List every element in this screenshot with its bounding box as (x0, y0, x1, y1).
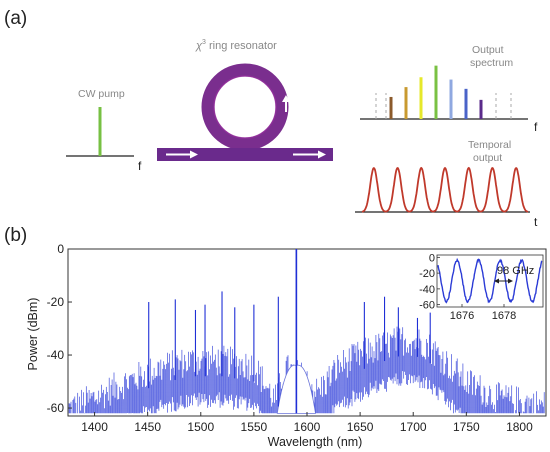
panel-b-label: (b) (4, 225, 27, 246)
ring-label-chi: χ (195, 40, 203, 52)
output-spectrum-label-line1: Output (472, 44, 504, 56)
pump-axis-label: f (138, 159, 142, 173)
x-tick-label: 1600 (294, 420, 321, 434)
temporal-output-label-line1: Temporal (468, 139, 511, 151)
panel-a: (a) CW pump f χ3 ring resonator Output (4, 8, 538, 229)
ring-resonator (201, 63, 289, 151)
ring-resonator-diagram: χ3 ring resonator (157, 39, 333, 161)
inset-y-tick-label: -40 (419, 284, 435, 296)
inset-x-ticks: 1676 1678 (450, 304, 516, 322)
cw-pump-diagram: CW pump f (66, 88, 142, 173)
y-axis-label: Power (dBm) (26, 298, 40, 371)
panel-a-label: (a) (4, 8, 27, 29)
x-axis-label: Wavelength (nm) (268, 435, 363, 449)
inset-fsr-arrow-head-right (508, 278, 513, 284)
x-tick-label: 1650 (347, 420, 374, 434)
temporal-output-diagram: Temporal output t (355, 139, 538, 229)
spectrum-axis-label: f (534, 120, 538, 134)
output-spectrum-diagram: Output spectrum f (360, 44, 538, 134)
inset-y-tick-label: 0 (429, 252, 435, 264)
cw-pump-label: CW pump (78, 88, 125, 100)
x-tick-label: 1800 (506, 420, 533, 434)
inset-x-tick-label: 1678 (492, 310, 516, 322)
comb-lines (375, 65, 512, 119)
inset-curve (437, 257, 543, 304)
temporal-output-label-line2: output (473, 152, 502, 164)
y-tick-label: -40 (47, 348, 65, 362)
output-spectrum-label-line2: spectrum (470, 57, 513, 69)
y-axis-ticks: 0 -20 -40 -60 (47, 242, 72, 415)
ring-label-exponent: 3 (202, 39, 206, 46)
y-tick-label: 0 (57, 242, 64, 256)
inset-y-ticks: 0 -20 -40 -60 (419, 252, 440, 312)
main-spectrum (68, 249, 545, 414)
temporal-axis-label: t (534, 215, 538, 229)
bus-waveguide (157, 148, 333, 161)
output-arrow-head (318, 150, 326, 159)
inset-x-tick-label: 1676 (450, 310, 474, 322)
x-tick-label: 1500 (187, 420, 214, 434)
y-tick-label: -60 (47, 401, 65, 415)
ring-direction-arrow-head (282, 95, 290, 102)
inset-fsr-arrow-head-left (494, 278, 499, 284)
inset-y-tick-label: -60 (419, 300, 435, 312)
ring-label-text: ring resonator (206, 40, 277, 52)
inset-plot: 0 -20 -40 -60 1676 1678 98 GHz (419, 252, 544, 322)
x-tick-label: 1700 (400, 420, 427, 434)
pulse-train (361, 166, 529, 213)
x-tick-label: 1550 (241, 420, 268, 434)
inset-y-tick-label: -20 (419, 268, 435, 280)
x-tick-label: 1450 (134, 420, 161, 434)
ring-resonator-label: χ3 ring resonator (195, 39, 277, 52)
inset-annotation: 98 GHz (497, 265, 534, 277)
y-tick-label: -20 (47, 295, 65, 309)
ring-resonator-inner-edge (213, 75, 277, 139)
panel-b: (b) 1400 1450 1500 1550 1600 1650 1700 1750 1800… (4, 225, 547, 449)
x-tick-label: 1750 (453, 420, 480, 434)
input-arrow-head (190, 150, 198, 159)
x-axis-ticks: 1400 1450 1500 1550 1600 1650 1700 1750 1800 (81, 412, 533, 434)
x-tick-label: 1400 (81, 420, 108, 434)
